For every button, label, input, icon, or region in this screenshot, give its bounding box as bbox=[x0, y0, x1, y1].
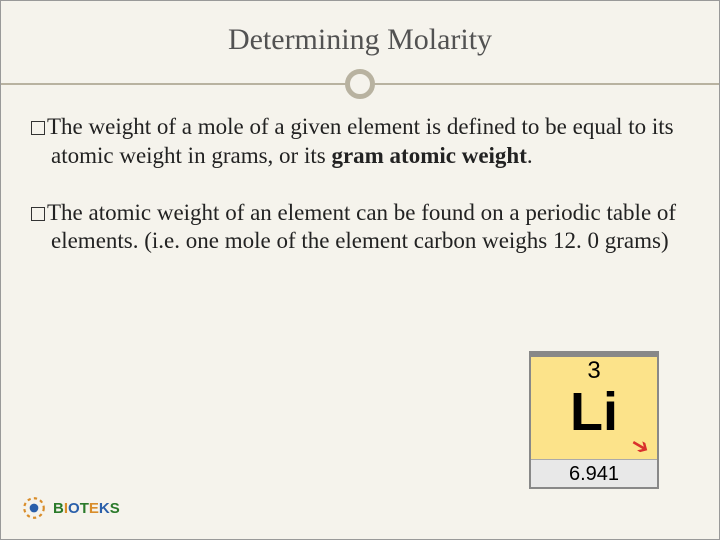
slide: Determining Molarity The weight of a mol… bbox=[0, 0, 720, 540]
bullet-icon bbox=[31, 207, 45, 221]
divider bbox=[1, 65, 719, 105]
logo-text: BIOTEKS bbox=[53, 500, 120, 517]
logo: BIOTEKS bbox=[21, 495, 120, 521]
periodic-element-tile: 3 Li ➔ 6.941 bbox=[529, 351, 659, 489]
p1-text2: . bbox=[527, 143, 533, 168]
bullet-icon bbox=[31, 121, 45, 135]
p1-bold: gram atomic weight bbox=[331, 143, 526, 168]
atomic-number: 3 bbox=[531, 357, 657, 383]
paragraph-2: The atomic weight of an element can be f… bbox=[31, 199, 689, 257]
slide-title: Determining Molarity bbox=[1, 1, 719, 65]
paragraph-1: The weight of a mole of a given element … bbox=[31, 113, 689, 171]
content-area: The weight of a mole of a given element … bbox=[1, 113, 719, 256]
atomic-weight: 6.941 bbox=[531, 459, 657, 487]
p2-text: The atomic weight of an element can be f… bbox=[47, 200, 676, 254]
divider-circle-icon bbox=[345, 69, 375, 99]
gear-icon bbox=[21, 495, 47, 521]
